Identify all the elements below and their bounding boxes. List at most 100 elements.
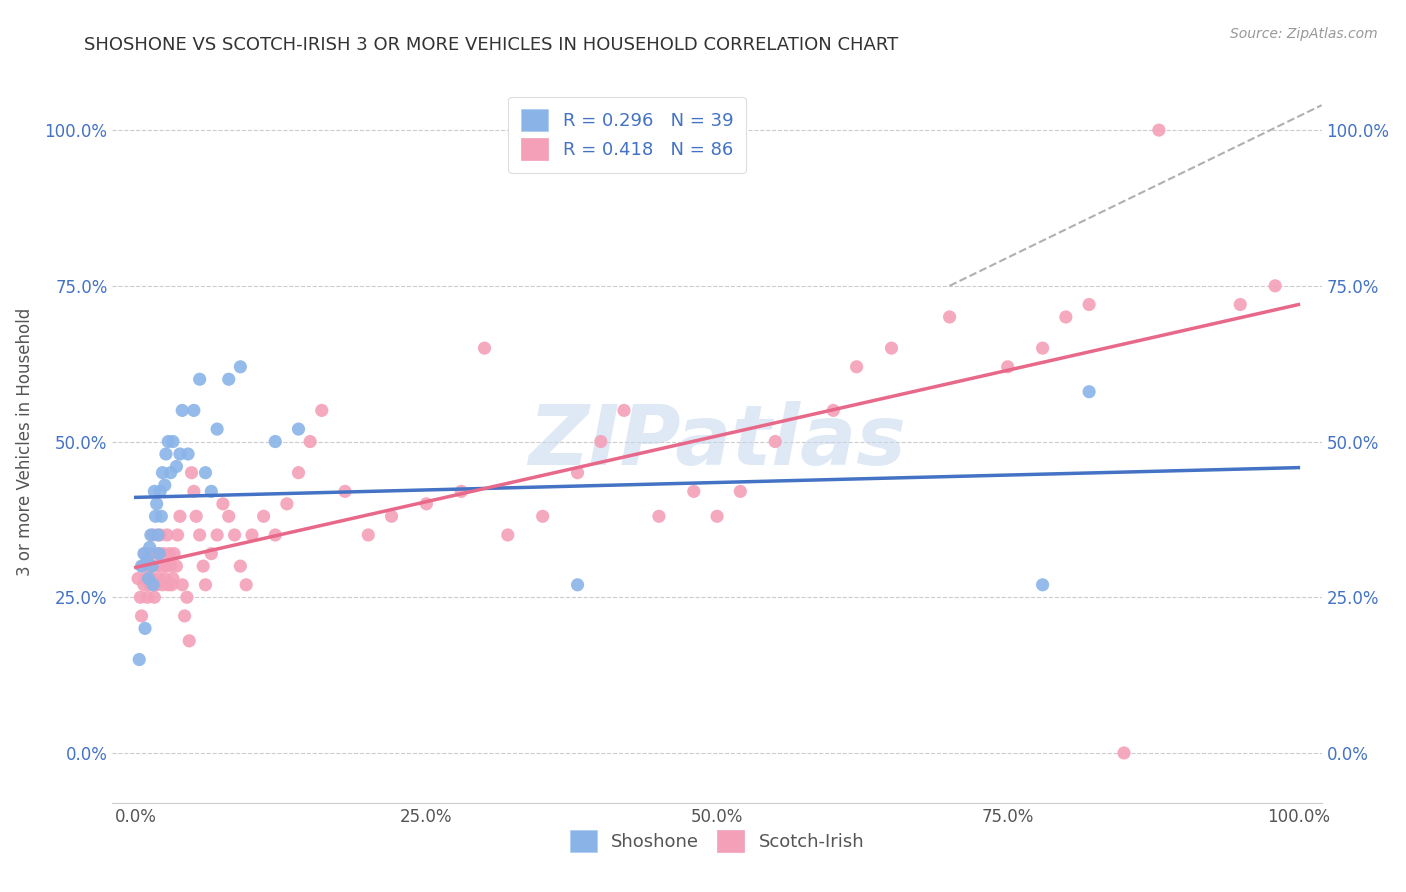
Point — [132, 547, 155, 561]
Point — [141, 572, 163, 586]
Point — [150, 559, 173, 574]
Point — [162, 434, 184, 449]
Point — [129, 591, 152, 605]
Point — [157, 434, 180, 449]
Point — [142, 528, 165, 542]
Point — [145, 559, 167, 574]
Point — [311, 403, 333, 417]
Point — [200, 484, 222, 499]
Point — [380, 509, 402, 524]
Point — [136, 591, 159, 605]
Point — [153, 572, 176, 586]
Point — [131, 609, 153, 624]
Point — [253, 509, 276, 524]
Point — [997, 359, 1019, 374]
Point — [235, 578, 257, 592]
Point — [138, 572, 160, 586]
Text: Source: ZipAtlas.com: Source: ZipAtlas.com — [1230, 27, 1378, 41]
Point — [205, 528, 228, 542]
Point — [145, 497, 167, 511]
Point — [169, 509, 191, 524]
Point — [148, 572, 170, 586]
Point — [200, 547, 222, 561]
Point — [845, 359, 868, 374]
Point — [149, 484, 172, 499]
Point — [157, 578, 180, 592]
Point — [172, 578, 194, 592]
Point — [166, 528, 188, 542]
Point — [162, 572, 184, 586]
Point — [179, 633, 201, 648]
Point — [1112, 746, 1135, 760]
Point — [143, 591, 166, 605]
Point — [163, 547, 186, 561]
Point — [450, 484, 472, 499]
Point — [1078, 384, 1101, 399]
Point — [613, 403, 636, 417]
Point — [567, 466, 589, 480]
Point — [145, 509, 167, 524]
Point — [194, 578, 217, 592]
Point — [159, 466, 181, 480]
Point — [169, 447, 191, 461]
Point — [474, 341, 496, 355]
Point — [183, 484, 205, 499]
Point — [1078, 297, 1101, 311]
Text: ZIPatlas: ZIPatlas — [529, 401, 905, 482]
Point — [229, 359, 252, 374]
Point — [706, 509, 728, 524]
Point — [212, 497, 235, 511]
Point — [186, 509, 208, 524]
Point — [131, 559, 153, 574]
Point — [155, 447, 177, 461]
Point — [264, 434, 287, 449]
Point — [682, 484, 704, 499]
Point — [357, 528, 380, 542]
Point — [132, 559, 155, 574]
Point — [287, 466, 309, 480]
Point — [589, 434, 612, 449]
Point — [177, 447, 200, 461]
Point — [149, 528, 172, 542]
Point — [264, 528, 287, 542]
Point — [153, 478, 176, 492]
Point — [155, 559, 177, 574]
Point — [136, 553, 159, 567]
Point — [135, 572, 157, 586]
Point — [531, 509, 554, 524]
Point — [240, 528, 263, 542]
Point — [648, 509, 671, 524]
Point — [132, 578, 155, 592]
Point — [823, 403, 845, 417]
Point — [152, 547, 174, 561]
Point — [172, 403, 194, 417]
Point — [229, 559, 252, 574]
Point — [730, 484, 752, 499]
Point — [567, 578, 589, 592]
Point — [146, 528, 169, 542]
Point — [938, 310, 960, 324]
Point — [191, 559, 215, 574]
Point — [1032, 578, 1054, 592]
Point — [134, 621, 156, 635]
Point — [138, 559, 160, 574]
Point — [287, 422, 309, 436]
Point — [276, 497, 298, 511]
Point — [415, 497, 437, 511]
Point — [165, 559, 187, 574]
Point — [152, 466, 174, 480]
Point — [1264, 278, 1286, 293]
Point — [194, 466, 217, 480]
Point — [218, 372, 240, 386]
Point — [1032, 341, 1054, 355]
Point — [138, 578, 160, 592]
Point — [145, 578, 167, 592]
Text: SHOSHONE VS SCOTCH-IRISH 3 OR MORE VEHICLES IN HOUSEHOLD CORRELATION CHART: SHOSHONE VS SCOTCH-IRISH 3 OR MORE VEHIC… — [84, 36, 898, 54]
Point — [880, 341, 903, 355]
Point — [763, 434, 786, 449]
Point — [139, 528, 162, 542]
Point — [159, 547, 181, 561]
Point — [160, 578, 183, 592]
Point — [188, 372, 211, 386]
Point — [143, 484, 166, 499]
